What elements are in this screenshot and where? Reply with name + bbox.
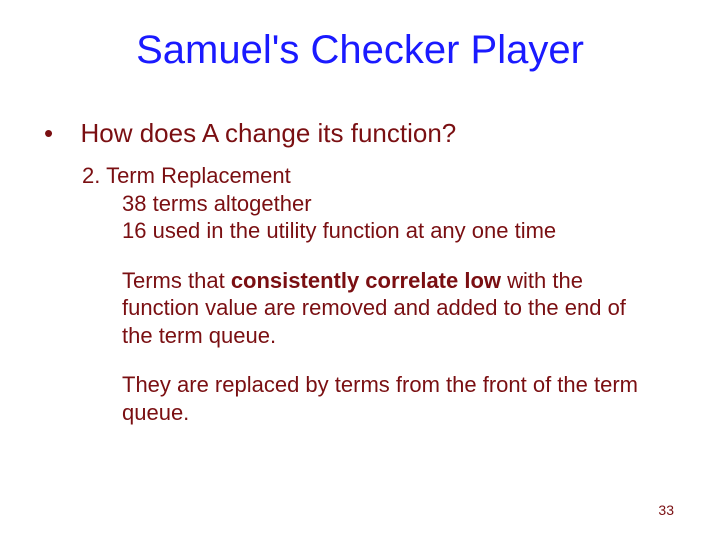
bullet-question: How does A change its function? [80,118,456,149]
page-number: 33 [658,502,674,518]
section-heading: 2. Term Replacement [82,162,650,190]
paragraph-2: They are replaced by terms from the fron… [122,371,650,426]
slide-title: Samuel's Checker Player [0,28,720,73]
bullet-row: • How does A change its function? [44,118,660,149]
slide-root: Samuel's Checker Player • How does A cha… [0,0,720,540]
detail-line-1: 38 terms altogether [122,190,650,218]
body-block: 2. Term Replacement 38 terms altogether … [82,162,650,426]
spacer [82,245,650,267]
para1-pre: Terms that [122,268,231,293]
bullet-marker: • [44,118,76,149]
detail-line-2: 16 used in the utility function at any o… [122,217,650,245]
spacer [82,349,650,371]
paragraph-1: Terms that consistently correlate low wi… [122,267,650,350]
para1-bold: consistently correlate low [231,268,501,293]
